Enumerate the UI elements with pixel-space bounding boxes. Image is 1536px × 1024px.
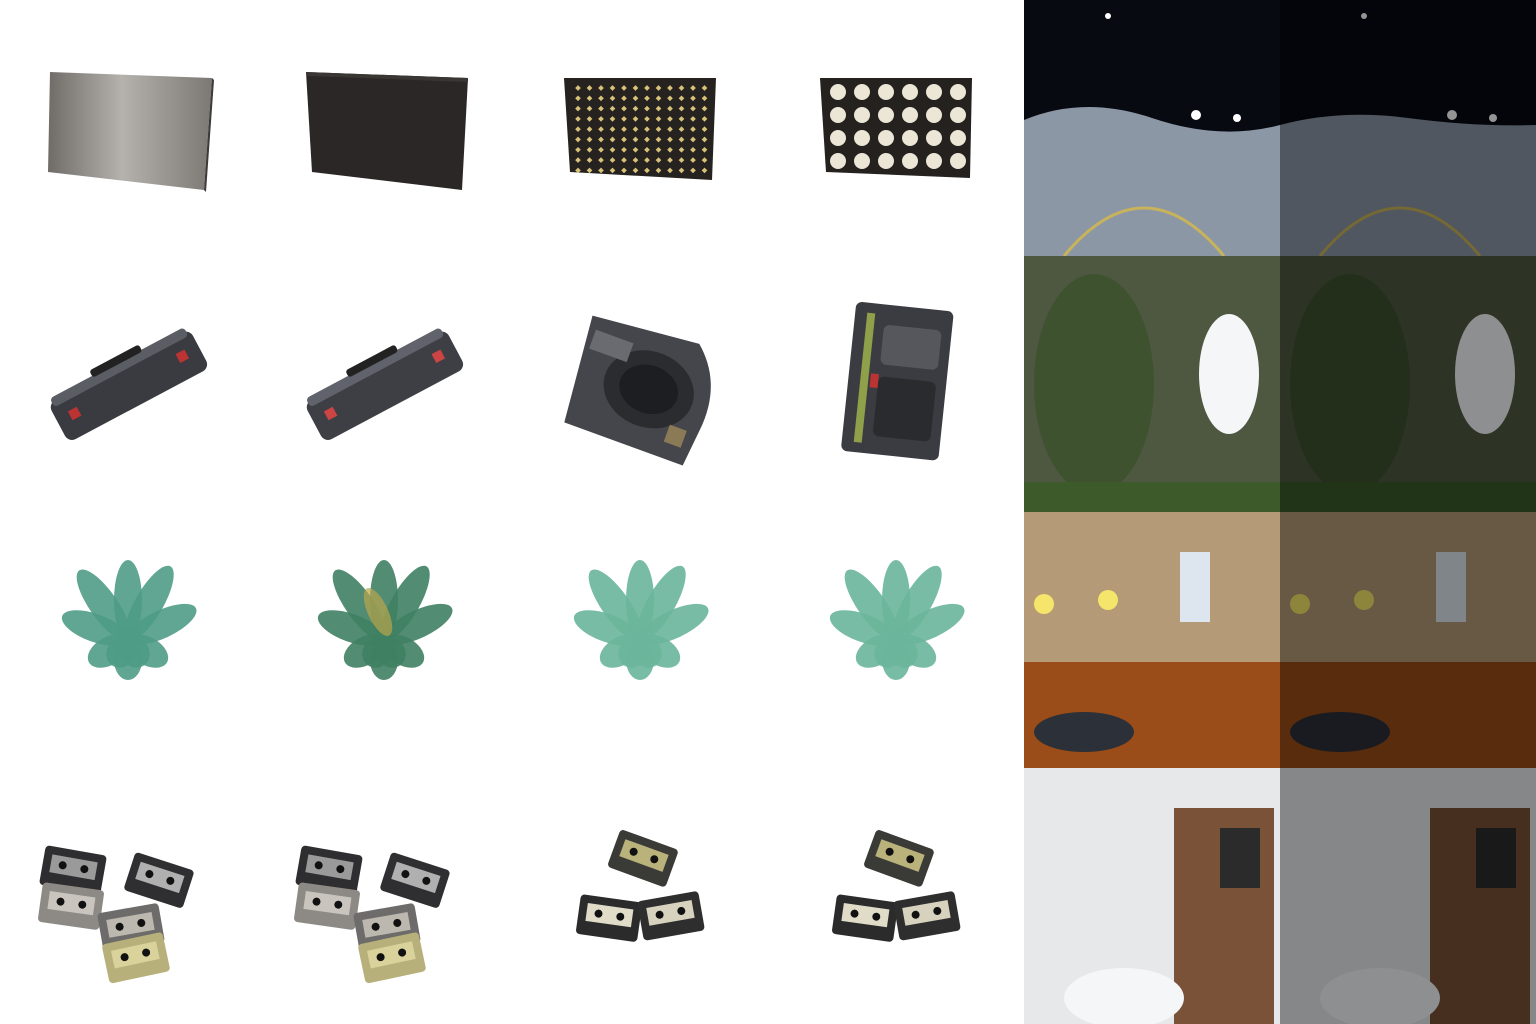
cassette-render-c xyxy=(512,768,768,1024)
panorama-night-parking-lot xyxy=(1024,0,1536,256)
cassette-render-a xyxy=(0,768,256,1024)
panorama-living-room-warm xyxy=(1024,512,1536,768)
plant-render-c xyxy=(512,512,768,768)
panorama-overgrown-ruin xyxy=(1024,256,1536,512)
object-render-grid xyxy=(0,0,1024,1024)
panel-render-metal xyxy=(0,0,256,256)
case-render-closed-a xyxy=(0,256,256,512)
cassette-render-b xyxy=(256,768,512,1024)
environment-panoramas xyxy=(1024,0,1536,1024)
panel-render-studded xyxy=(512,0,768,256)
cassette-render-d xyxy=(768,768,1024,1024)
plant-render-b xyxy=(256,512,512,768)
panorama-room-bright-window xyxy=(1024,768,1536,1024)
panel-render-round-studs xyxy=(768,0,1024,256)
case-render-open xyxy=(512,256,768,512)
case-render-interior xyxy=(768,256,1024,512)
plant-render-a xyxy=(0,512,256,768)
panel-render-dark xyxy=(256,0,512,256)
plant-render-d xyxy=(768,512,1024,768)
case-render-closed-b xyxy=(256,256,512,512)
panorama-dimmed-overlay xyxy=(1280,0,1536,1024)
